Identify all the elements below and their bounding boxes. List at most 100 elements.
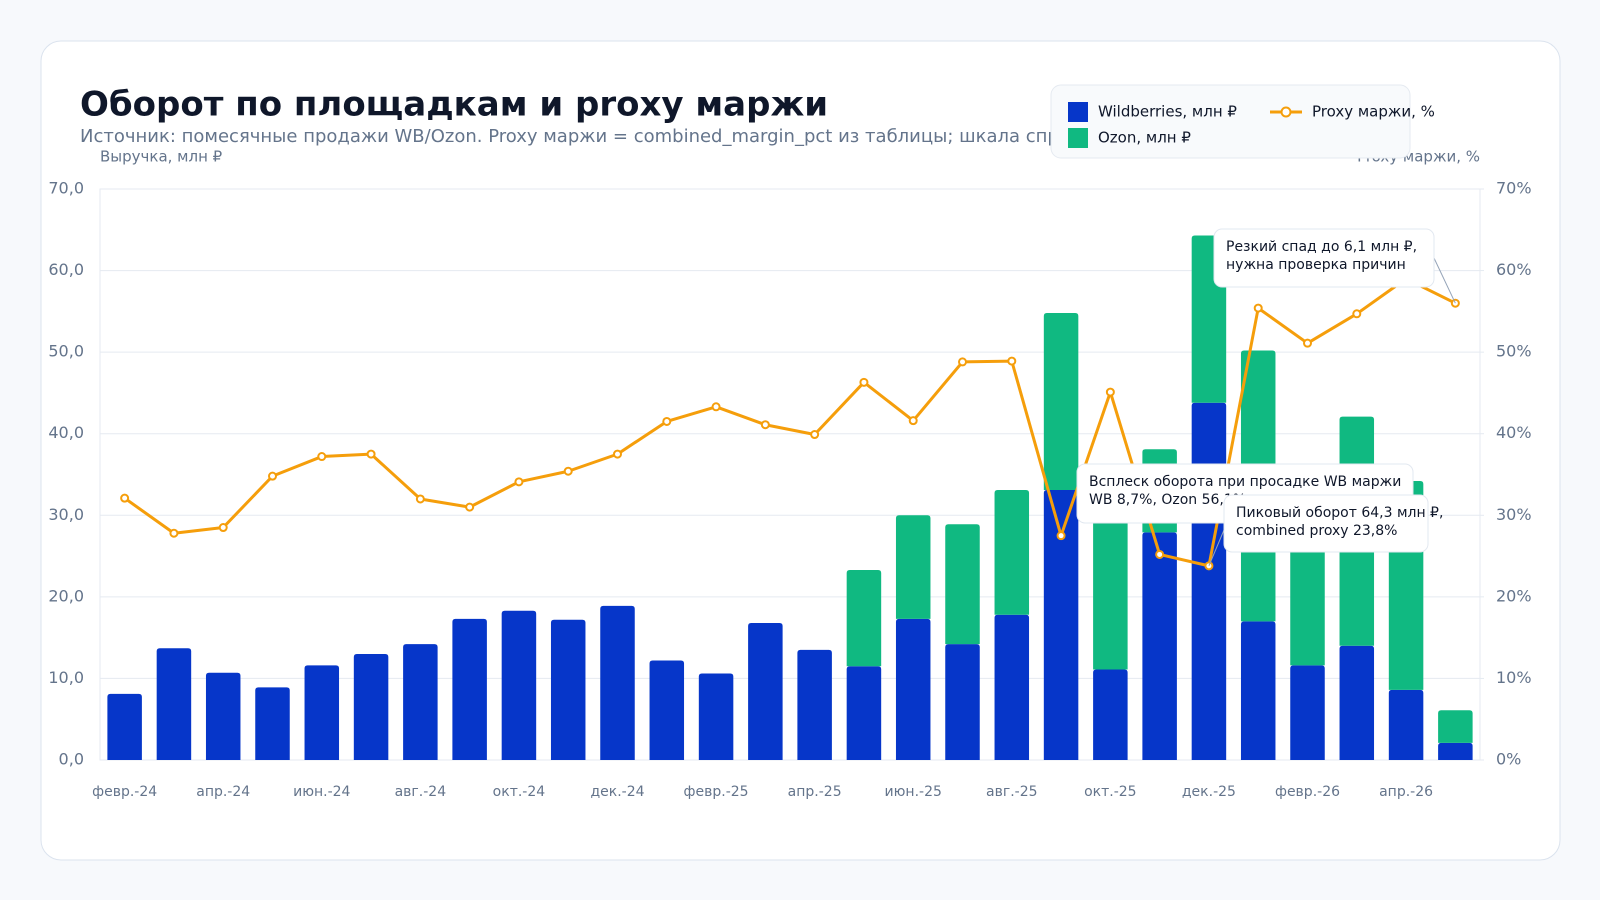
line-point xyxy=(958,357,967,367)
line-point xyxy=(613,449,622,459)
bar xyxy=(846,569,882,667)
line xyxy=(123,277,1457,568)
bar xyxy=(1290,665,1325,760)
y-tick-label: 20,0 xyxy=(48,586,84,605)
legend-box xyxy=(1050,84,1411,159)
x-tick-label: апр.-25 xyxy=(788,784,842,800)
bar xyxy=(1240,621,1276,760)
y2-tick-label: 50% xyxy=(1496,342,1532,361)
bar xyxy=(649,660,685,760)
line-point xyxy=(810,430,820,440)
x-tick-label: окт.-24 xyxy=(493,784,546,800)
line-point xyxy=(218,523,228,533)
line-point xyxy=(169,528,179,538)
annotation-text: Пиковый оборот 64,3 млн ₽, xyxy=(1236,505,1443,521)
bar xyxy=(1388,689,1424,760)
bar xyxy=(945,524,980,645)
line-point xyxy=(1007,356,1017,366)
bar xyxy=(1043,312,1079,490)
bar xyxy=(452,618,487,760)
x-tick-label: июн.-24 xyxy=(293,784,350,800)
y2-tick-label: 20% xyxy=(1496,586,1532,605)
bar xyxy=(994,489,1030,615)
bar xyxy=(846,666,882,760)
x-tick-label: февр.-26 xyxy=(1275,784,1340,800)
bar xyxy=(205,672,241,760)
line-point xyxy=(859,377,869,387)
bar xyxy=(1191,402,1227,760)
line-point xyxy=(908,416,918,426)
line-point xyxy=(120,493,130,503)
bar xyxy=(1339,645,1375,760)
y2-tick-label: 10% xyxy=(1496,668,1532,687)
annotation-text: WB 8,7%, Ozon 56,1% xyxy=(1089,492,1246,508)
x-tick-label: авг.-25 xyxy=(986,784,1038,800)
line-point xyxy=(514,477,524,487)
bar xyxy=(1142,532,1177,760)
y2-tick-label: 0% xyxy=(1496,750,1521,769)
line-point xyxy=(1352,309,1362,319)
y-tick-label: 60,0 xyxy=(48,260,84,279)
legend-label: Proxy маржи, % xyxy=(1312,103,1435,121)
bar xyxy=(698,673,734,760)
bar xyxy=(1043,489,1079,760)
bar xyxy=(304,665,340,760)
bar xyxy=(600,605,635,760)
x-tick-label: окт.-25 xyxy=(1084,784,1137,800)
y-tick-label: 50,0 xyxy=(48,342,84,361)
line-point xyxy=(1155,549,1165,559)
annotation-connector xyxy=(1208,529,1225,567)
y-tick-label: 0,0 xyxy=(59,750,84,769)
y-axis-title: Выручка, млн ₽ xyxy=(100,148,223,166)
annotation-text: нужна проверка причин xyxy=(1226,257,1406,273)
x-tick-label: февр.-25 xyxy=(684,784,749,800)
bar xyxy=(156,648,192,760)
x-tick-label: апр.-26 xyxy=(1379,784,1433,800)
y-tick-label: 10,0 xyxy=(48,668,84,687)
y-tick-label: 70,0 xyxy=(48,179,84,198)
line-point xyxy=(317,452,327,462)
annotation-text: Резкий спад до 6,1 млн ₽, xyxy=(1226,239,1417,255)
bar xyxy=(501,610,537,760)
line-point xyxy=(415,494,425,504)
bar xyxy=(107,693,142,760)
line-point xyxy=(465,502,475,512)
bar xyxy=(403,644,438,760)
x-tick-label: апр.-24 xyxy=(196,784,250,800)
line-point xyxy=(711,402,721,412)
x-tick-label: февр.-24 xyxy=(92,784,157,800)
bar xyxy=(1093,669,1128,760)
legend-swatch xyxy=(1068,128,1088,148)
line-point xyxy=(1105,387,1115,397)
legend-swatch xyxy=(1280,106,1292,118)
line-point xyxy=(563,466,573,476)
bar xyxy=(748,622,783,760)
line-point xyxy=(1303,338,1312,348)
annotation-text: Всплеск оборота при просадке WB маржи xyxy=(1089,474,1401,490)
bar xyxy=(895,618,931,760)
bar xyxy=(1093,486,1128,670)
legend-swatch xyxy=(1068,102,1088,122)
line-point xyxy=(366,449,376,459)
bar xyxy=(255,687,290,760)
bar xyxy=(550,619,586,760)
annotation-box xyxy=(1223,494,1429,553)
y-tick-label: 40,0 xyxy=(48,423,84,442)
annotation-text: combined proxy 23,8% xyxy=(1236,523,1397,539)
bar xyxy=(895,515,931,619)
y2-tick-label: 70% xyxy=(1496,179,1532,198)
x-tick-label: дек.-25 xyxy=(1182,784,1236,800)
y-tick-label: 30,0 xyxy=(48,505,84,524)
bar xyxy=(353,653,389,760)
line-point xyxy=(662,416,672,426)
chart-title: Оборот по площадкам и proxy маржи xyxy=(80,85,828,125)
y2-tick-label: 30% xyxy=(1496,505,1532,524)
legend-label: Ozon, млн ₽ xyxy=(1098,129,1191,147)
x-tick-label: авг.-24 xyxy=(395,784,447,800)
chart-subtitle: Источник: помесячные продажи WB/Ozon. Pr… xyxy=(80,126,1092,147)
annotation-box xyxy=(1213,228,1435,288)
line-point xyxy=(1056,531,1066,541)
line-point xyxy=(760,420,770,430)
x-tick-label: июн.-25 xyxy=(885,784,942,800)
